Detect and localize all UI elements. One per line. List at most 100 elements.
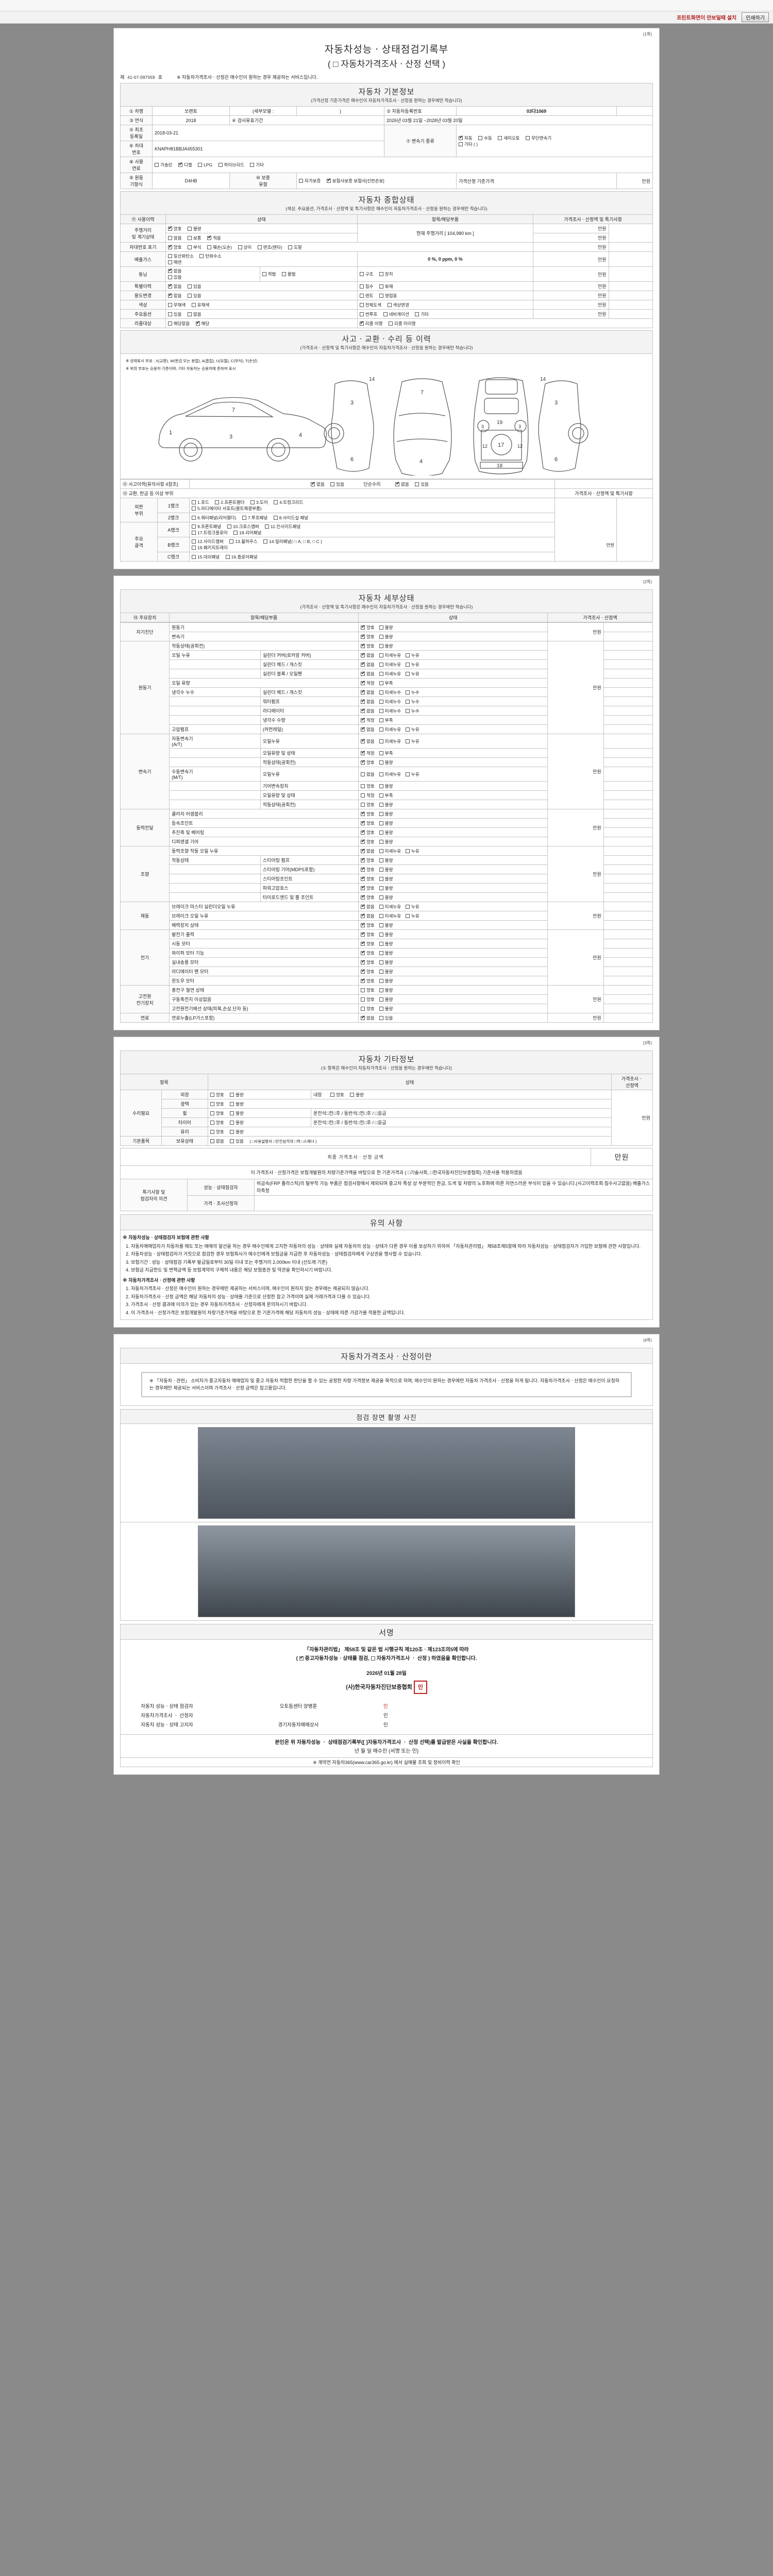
- checkbox-icon[interactable]: [210, 1111, 214, 1115]
- state-option[interactable]: 불량: [379, 922, 393, 928]
- checkbox-icon[interactable]: [361, 894, 365, 900]
- state-option[interactable]: 양호: [361, 759, 375, 766]
- checkbox-icon[interactable]: [326, 177, 331, 183]
- checkbox-icon[interactable]: [230, 1092, 234, 1097]
- state-option[interactable]: 불량: [379, 996, 393, 1003]
- checkbox-icon[interactable]: [361, 950, 365, 955]
- simple-yes[interactable]: 있음: [415, 481, 429, 487]
- state-option[interactable]: 불량: [379, 643, 393, 649]
- checkbox-icon[interactable]: [230, 1111, 234, 1115]
- checkbox-icon[interactable]: [379, 988, 383, 992]
- checkbox-icon[interactable]: [379, 793, 383, 798]
- checkbox-icon[interactable]: [361, 689, 365, 694]
- recall-done[interactable]: 리콜 이행: [359, 320, 382, 327]
- fuel-opt-diesel[interactable]: 디젤: [178, 161, 192, 168]
- emission-smoke[interactable]: 매연: [167, 259, 181, 265]
- checkbox-icon[interactable]: [230, 1120, 234, 1125]
- checkbox-icon[interactable]: [406, 699, 410, 704]
- interior-bad[interactable]: 불량: [350, 1092, 364, 1098]
- part-inside-panel[interactable]: 11.인사이드패널: [265, 523, 300, 530]
- fuel-opt-gasoline[interactable]: 가솔린: [155, 162, 172, 168]
- checkbox-icon[interactable]: [330, 482, 335, 486]
- checkbox-icon[interactable]: [273, 515, 278, 520]
- checkbox-icon[interactable]: [383, 312, 388, 316]
- tuning-legal[interactable]: 적법: [262, 271, 276, 277]
- state-option[interactable]: 불량: [379, 931, 393, 938]
- checkbox-icon[interactable]: [361, 931, 365, 937]
- trans-opt-cvt[interactable]: 무단변속기: [526, 135, 551, 141]
- checkbox-icon[interactable]: [379, 293, 383, 298]
- state-option[interactable]: 불량: [379, 959, 393, 965]
- state-option[interactable]: 불량: [379, 857, 393, 863]
- checkbox-icon[interactable]: [187, 284, 192, 289]
- state-option[interactable]: 불량: [379, 634, 393, 640]
- recall-na[interactable]: 해당없음: [167, 320, 190, 327]
- checkbox-icon[interactable]: [379, 671, 383, 676]
- checkbox-icon[interactable]: [178, 161, 183, 167]
- state-option[interactable]: 미세누유: [379, 652, 401, 658]
- checkbox-icon[interactable]: [242, 515, 246, 520]
- checkbox-icon[interactable]: [210, 1092, 214, 1097]
- part-roof-panel[interactable]: 7.루프패널: [242, 515, 267, 521]
- checkbox-icon[interactable]: [379, 951, 383, 955]
- checkbox-icon[interactable]: [361, 838, 365, 844]
- part-package-tray[interactable]: 19.패키지트레이: [192, 545, 228, 551]
- checkbox-icon[interactable]: [361, 1006, 365, 1011]
- state-option[interactable]: 부족: [379, 792, 393, 799]
- checkbox-icon[interactable]: [361, 633, 365, 639]
- state-option[interactable]: 미세누유: [379, 904, 401, 910]
- emission-hc[interactable]: 탄화수소: [199, 253, 222, 259]
- interior-good[interactable]: 양호: [330, 1092, 344, 1098]
- vinmark-good[interactable]: 양호: [167, 244, 181, 250]
- state-option[interactable]: 불량: [379, 867, 393, 873]
- checkbox-icon[interactable]: [379, 643, 383, 648]
- state-option[interactable]: 적정: [361, 750, 375, 756]
- state-option[interactable]: 불량: [379, 885, 393, 891]
- state-option[interactable]: 없음: [361, 652, 375, 658]
- checkbox-icon[interactable]: [167, 275, 172, 279]
- state-option[interactable]: 양호: [361, 1006, 375, 1012]
- checkbox-icon[interactable]: [379, 941, 383, 946]
- checkbox-icon[interactable]: [361, 810, 365, 816]
- accident-yes[interactable]: 있음: [330, 481, 344, 487]
- checkbox-icon[interactable]: [379, 760, 383, 765]
- checkbox-icon[interactable]: [167, 225, 172, 231]
- state-option[interactable]: 누유: [406, 848, 419, 854]
- state-option[interactable]: 양호: [361, 968, 375, 975]
- checkbox-icon[interactable]: [227, 524, 231, 529]
- checkbox-icon[interactable]: [459, 134, 463, 140]
- mileage-bad[interactable]: 불량: [187, 226, 201, 232]
- tuning-structure[interactable]: 구조: [359, 271, 373, 277]
- checkbox-icon[interactable]: [361, 772, 365, 776]
- wheel-good[interactable]: 양호: [210, 1110, 224, 1116]
- state-option[interactable]: 양호: [361, 894, 375, 901]
- state-option[interactable]: 누유: [406, 652, 419, 658]
- part-hood[interactable]: 1.후드: [192, 499, 209, 505]
- state-option[interactable]: 없음: [361, 698, 375, 705]
- checkbox-icon[interactable]: [210, 1120, 214, 1125]
- checkbox-icon[interactable]: [192, 524, 196, 529]
- checkbox-icon[interactable]: [210, 1101, 214, 1106]
- part-pillar-panel[interactable]: 14.필러패널( □ A, □ B, □ C ): [263, 538, 322, 545]
- state-option[interactable]: 양호: [361, 950, 375, 956]
- usechange-rent[interactable]: 렌트: [359, 293, 373, 299]
- checkbox-icon[interactable]: [192, 500, 196, 504]
- checkbox-icon[interactable]: [379, 913, 383, 918]
- checkbox-icon[interactable]: [379, 960, 383, 964]
- state-option[interactable]: 없음: [361, 903, 375, 910]
- checkbox-icon[interactable]: [274, 500, 278, 504]
- state-option[interactable]: 양호: [361, 875, 375, 882]
- state-option[interactable]: 불량: [379, 969, 393, 975]
- state-option[interactable]: 없음: [361, 1014, 375, 1021]
- state-option[interactable]: 없음: [361, 707, 375, 714]
- checkbox-icon[interactable]: [187, 226, 192, 231]
- state-option[interactable]: 불량: [379, 978, 393, 984]
- polish-bad[interactable]: 불량: [230, 1101, 244, 1107]
- checkbox-icon[interactable]: [167, 292, 172, 298]
- checkbox-icon[interactable]: [299, 179, 303, 183]
- options-yes[interactable]: 있음: [167, 311, 181, 317]
- checkbox-icon[interactable]: [379, 969, 383, 974]
- checkbox-icon[interactable]: [361, 988, 365, 992]
- checkbox-icon[interactable]: [379, 1006, 383, 1011]
- state-option[interactable]: 불량: [379, 802, 393, 808]
